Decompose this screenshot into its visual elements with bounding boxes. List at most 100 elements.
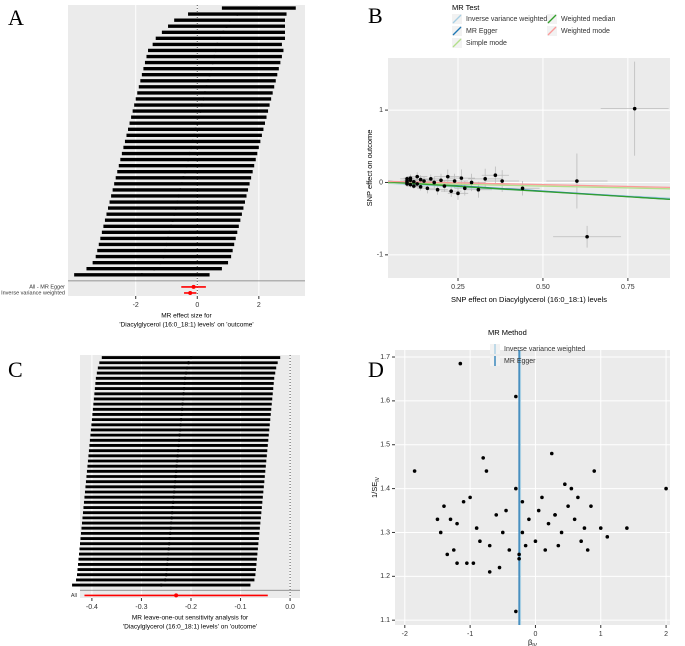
point — [566, 504, 570, 508]
point — [174, 474, 178, 479]
plot-background — [395, 350, 670, 625]
point — [187, 151, 192, 156]
legend-title: MR Method — [488, 328, 527, 337]
point — [182, 387, 186, 391]
panel-letter: B — [368, 3, 383, 28]
point — [191, 139, 195, 144]
fit-line — [388, 180, 670, 189]
point — [507, 548, 512, 552]
x-tick-label: 0.50 — [536, 284, 550, 291]
legend-swatch — [452, 38, 462, 48]
point — [174, 206, 178, 210]
point — [500, 179, 504, 183]
point — [166, 236, 170, 241]
point — [484, 469, 489, 473]
y-tick-label: -1 — [377, 252, 383, 259]
point — [224, 24, 229, 28]
point — [183, 170, 187, 174]
point — [487, 543, 492, 548]
point — [178, 423, 183, 427]
legend-label: MR Egger — [466, 28, 498, 35]
panel-letter: C — [8, 357, 23, 382]
point — [206, 79, 210, 83]
point — [184, 371, 188, 375]
point — [478, 539, 482, 544]
point — [408, 176, 413, 180]
point — [592, 469, 597, 473]
point — [195, 121, 199, 125]
x-tick-label: 0.0 — [285, 604, 295, 611]
point — [455, 521, 459, 526]
point — [175, 459, 179, 463]
point — [589, 504, 593, 508]
point — [412, 469, 417, 473]
point — [456, 191, 460, 196]
point — [164, 242, 169, 247]
point — [448, 517, 453, 522]
point — [471, 561, 476, 565]
point — [152, 267, 156, 271]
point — [474, 526, 479, 530]
point — [177, 438, 181, 442]
point — [181, 397, 185, 401]
point — [632, 106, 637, 111]
point — [173, 485, 177, 489]
point — [520, 186, 525, 191]
point — [582, 526, 587, 530]
x-axis-label: MR leave-one-out sensitivity analysis fo… — [132, 615, 249, 622]
legend-title: MR Test — [452, 3, 480, 12]
point — [517, 552, 521, 557]
point — [168, 536, 172, 541]
y-tick-label: 1.1 — [380, 617, 390, 624]
point — [543, 548, 548, 552]
point — [171, 500, 175, 504]
point — [174, 469, 178, 473]
point — [140, 273, 144, 277]
point — [207, 73, 212, 77]
point — [178, 188, 182, 192]
legend-swatch — [547, 14, 557, 24]
point — [533, 539, 538, 544]
point — [178, 428, 182, 432]
point — [435, 187, 440, 192]
point — [218, 36, 222, 40]
x-tick-label: -0.1 — [235, 604, 247, 611]
legend-label: Inverse variance weighted — [504, 346, 585, 353]
point — [483, 177, 487, 181]
point — [487, 570, 492, 574]
point — [553, 513, 557, 517]
point — [415, 182, 420, 186]
point — [175, 464, 179, 468]
legend-swatch — [452, 26, 462, 36]
point — [214, 48, 218, 53]
point — [514, 486, 518, 491]
y-tick-label: 1 — [379, 107, 383, 114]
point — [418, 185, 423, 189]
point — [180, 182, 184, 186]
point — [169, 224, 173, 228]
point — [425, 186, 430, 191]
row-label: All - Inverse variance weighted — [0, 290, 65, 296]
x-tick-label: -1 — [467, 631, 473, 638]
point — [184, 164, 189, 168]
point — [432, 180, 437, 185]
point — [556, 543, 561, 548]
point — [209, 67, 213, 71]
x-tick-label: -2 — [402, 631, 408, 638]
point — [174, 593, 179, 598]
point — [164, 573, 168, 577]
point — [212, 54, 216, 59]
point — [579, 539, 583, 544]
y-tick-label: 1.6 — [380, 398, 390, 405]
point — [167, 547, 171, 551]
point — [664, 486, 668, 491]
point — [514, 394, 518, 399]
point — [442, 504, 446, 508]
x-axis-label-sub: IV — [532, 643, 537, 646]
x-tick-label: 0.75 — [621, 284, 635, 291]
point — [257, 6, 261, 10]
x-tick-label: 0 — [533, 631, 537, 638]
legend-label: MR Egger — [504, 358, 536, 365]
point — [514, 609, 518, 614]
